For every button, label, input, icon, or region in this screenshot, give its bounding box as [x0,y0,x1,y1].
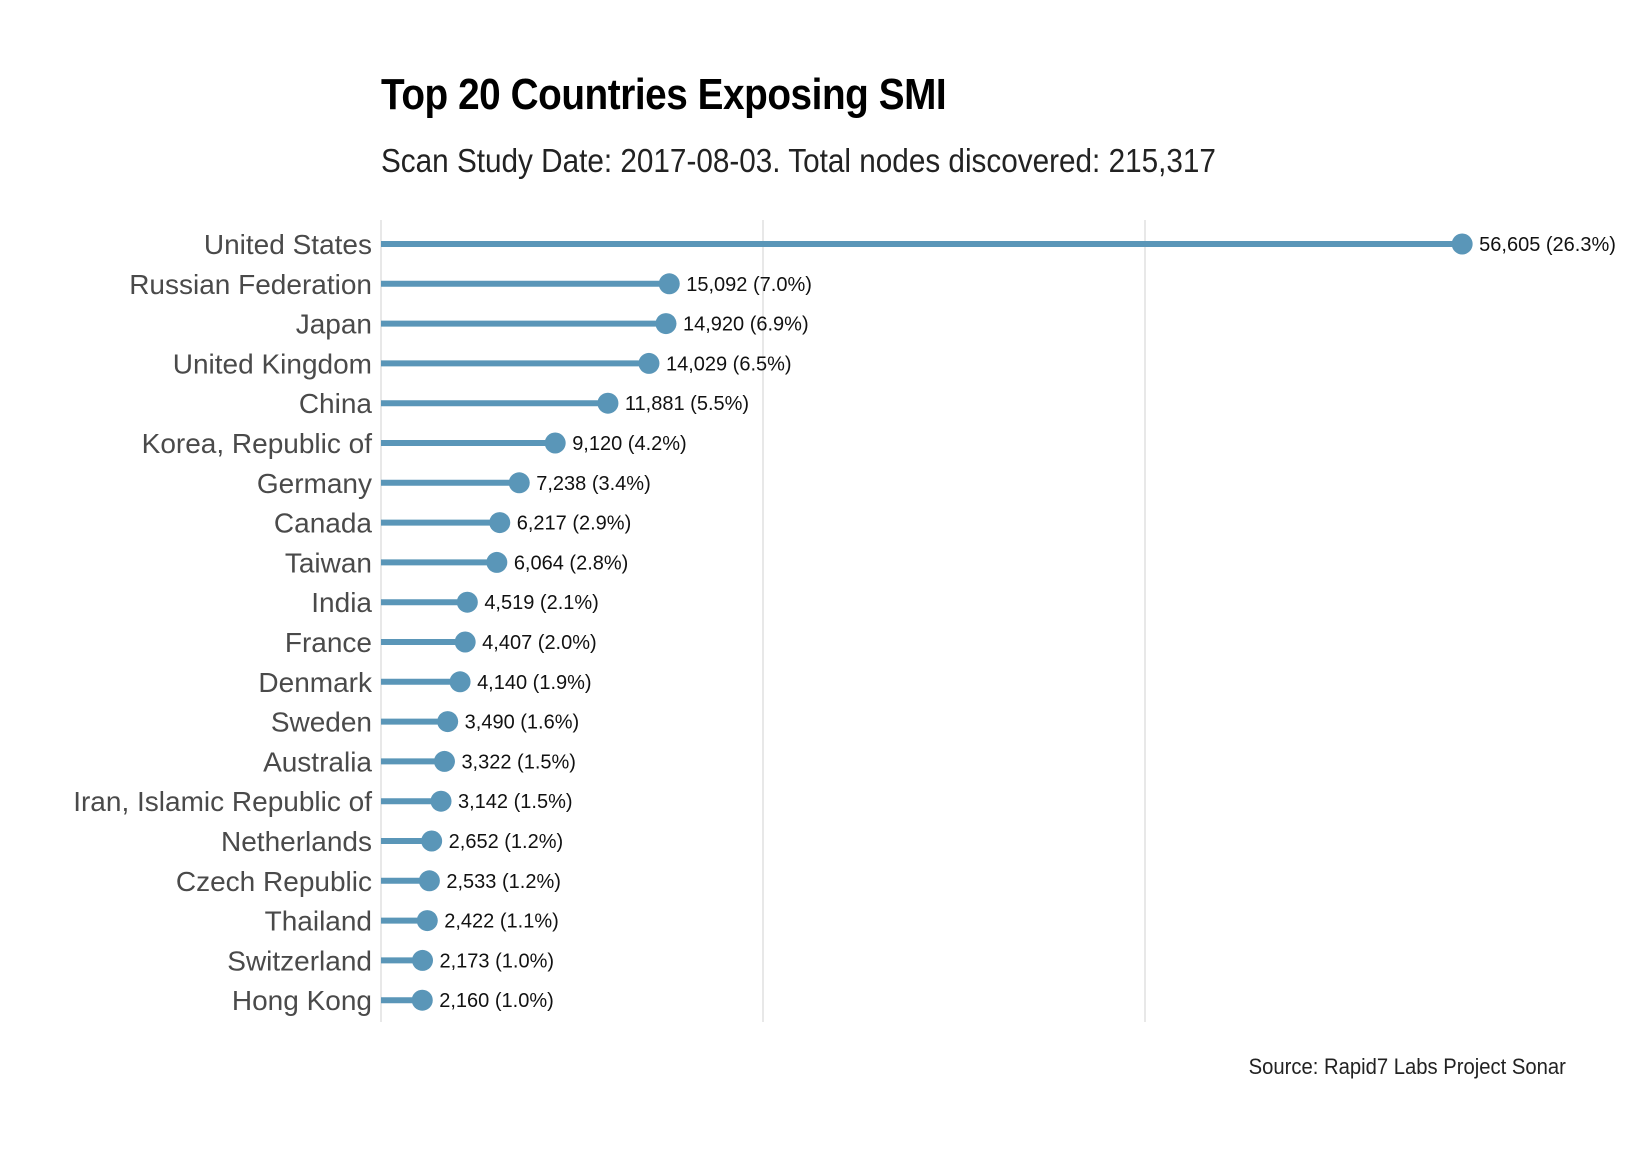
category-label: United States [204,229,372,260]
dot-16 [418,870,440,892]
dot-5 [544,432,566,454]
dot-14 [430,790,452,812]
category-label: China [299,388,373,419]
value-label: 14,029 (6.5%) [666,353,792,375]
gridlines [380,220,1146,1022]
category-label: Taiwan [285,547,372,578]
dot-15 [421,830,443,852]
value-label: 4,407 (2.0%) [482,632,597,654]
value-label: 9,120 (4.2%) [572,433,687,455]
value-label: 14,920 (6.9%) [683,314,809,336]
dot-6 [508,472,530,494]
category-label: India [311,587,372,618]
value-label: 11,881 (5.5%) [625,393,749,415]
dot-10 [454,631,476,653]
category-label: Hong Kong [232,985,372,1016]
chart-title: Top 20 Countries Exposing SMI [381,70,947,119]
category-label: Iran, Islamic Republic of [73,786,372,817]
dot-17 [416,910,438,932]
dot-18 [412,949,434,971]
dot-8 [486,551,508,573]
dot-12 [437,711,459,733]
value-label: 2,422 (1.1%) [444,911,559,933]
category-label: Canada [274,508,373,539]
value-label: 3,490 (1.6%) [465,712,580,734]
dot-3 [638,352,660,374]
category-label: Sweden [271,707,372,738]
category-label: France [285,627,372,658]
chart-caption: Source: Rapid7 Labs Project Sonar [1248,1054,1566,1079]
dot-0 [1451,233,1473,255]
dot-7 [489,512,511,534]
category-label: Czech Republic [176,866,372,897]
chart-subtitle: Scan Study Date: 2017-08-03. Total nodes… [381,142,1216,179]
value-label: 2,160 (1.0%) [439,990,554,1012]
value-label: 3,142 (1.5%) [458,791,573,813]
dot-11 [449,671,471,693]
category-label: Australia [263,746,372,777]
dot-2 [655,313,677,335]
dot-1 [658,273,680,295]
lollipop-stems [381,241,1463,1004]
dot-9 [456,591,478,613]
category-label: Japan [296,309,372,340]
value-label: 2,533 (1.2%) [446,871,561,893]
dot-13 [433,750,455,772]
category-label: Thailand [265,906,372,937]
lollipop-dots [411,233,1473,1011]
category-labels: United States Russian Federation Japan Unit… [73,229,373,1016]
category-label: Korea, Republic of [142,428,373,459]
category-label: United Kingdom [173,348,372,379]
value-label: 3,322 (1.5%) [461,751,576,773]
category-label: Germany [257,468,372,499]
value-label: 6,064 (2.8%) [514,552,629,574]
value-label: 6,217 (2.9%) [517,513,632,535]
category-label: Russian Federation [129,269,372,300]
value-label: 4,140 (1.9%) [477,672,592,694]
dot-4 [597,392,619,414]
value-labels: 56,605 (26.3%) 15,092 (7.0%) 14,920 (6.9%)… [439,234,1616,1012]
value-label: 7,238 (3.4%) [536,473,651,495]
value-label: 2,652 (1.2%) [449,831,564,853]
category-label: Netherlands [221,826,372,857]
category-label: Switzerland [227,945,372,976]
dot-19 [411,989,433,1011]
value-label: 15,092 (7.0%) [686,274,812,296]
value-label: 4,519 (2.1%) [484,592,599,614]
value-label: 2,173 (1.0%) [440,950,555,972]
category-label: Denmark [258,667,373,698]
value-label: 56,605 (26.3%) [1479,234,1616,256]
